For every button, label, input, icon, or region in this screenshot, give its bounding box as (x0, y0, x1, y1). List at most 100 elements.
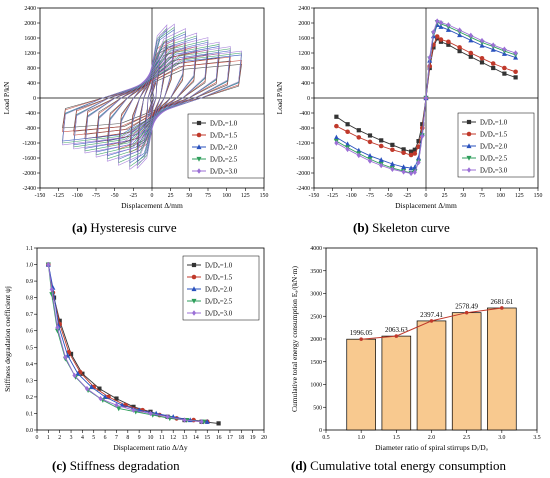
legend-b-label: Dᵢ/Dₒ=2.0 (480, 144, 508, 151)
x-tick-label-b: 125 (515, 193, 524, 199)
skeleton-point (416, 159, 421, 166)
y-tick-label-b: -2000 (296, 171, 310, 177)
legend-c-swatch-marker (191, 310, 197, 316)
x-tick-label-a: -50 (111, 193, 119, 199)
y-tick-label-a: -1200 (22, 141, 36, 147)
energy-bar (346, 338, 376, 431)
skeleton-point (479, 37, 485, 44)
legend-c-label: Dᵢ/Dₒ=2.0 (205, 287, 233, 294)
stiffness-point (116, 406, 122, 412)
x-tick-label-c: 14 (193, 435, 199, 441)
x-tick-label-c: 4 (81, 435, 84, 441)
stiffness-point (49, 292, 55, 298)
x-tick-label-a: -125 (53, 193, 64, 199)
skeleton-point (345, 146, 350, 153)
y-axis-label-b: Load P/kN (275, 81, 284, 114)
legend-b-label: Dᵢ/Dₒ=1.5 (480, 132, 508, 139)
skeleton-point (367, 139, 373, 145)
legend-c-swatch-marker (191, 298, 197, 304)
y-tick-label-a: -2400 (22, 186, 36, 192)
y-tick-label-b: 1200 (298, 51, 310, 57)
y-tick-label-a: -1600 (22, 156, 36, 162)
skeleton-point (356, 152, 361, 159)
energy-trend-point (359, 337, 363, 341)
skeleton-point (390, 166, 395, 172)
y-tick-label-c: 0.4 (26, 362, 33, 368)
y-tick-label-d: 1000 (310, 383, 322, 389)
x-tick-label-c: 8 (126, 435, 129, 441)
skeleton-point (412, 147, 417, 152)
energy-bar-value-label: 2578.49 (455, 303, 478, 311)
legend-c-label: Dᵢ/Dₒ=2.5 (205, 299, 233, 306)
y-tick-label-b: 1600 (298, 36, 310, 42)
x-tick-label-b: 100 (496, 193, 505, 199)
skeleton-point (408, 170, 414, 177)
hysteresis-loop (73, 56, 231, 136)
skeleton-point (490, 61, 496, 66)
y-tick-label-b: -1600 (296, 156, 310, 162)
skeleton-point (379, 138, 384, 143)
y-tick-label-c: 0.5 (26, 345, 33, 351)
x-tick-label-a: 75 (205, 193, 211, 199)
energy-bar-value-label: 2397.41 (420, 311, 443, 319)
stiffness-point (182, 417, 187, 423)
skeleton-point (334, 123, 339, 129)
stiffness-point (68, 351, 74, 356)
y-tick-label-a: -400 (25, 111, 36, 117)
x-tick-label-d: 0.5 (322, 435, 329, 441)
stiffness-point (199, 419, 204, 425)
x-tick-label-c: 1 (47, 435, 50, 441)
x-tick-label-b: 75 (479, 193, 485, 199)
y-tick-label-c: 0.7 (26, 312, 33, 318)
y-tick-label-c: 0.2 (26, 395, 33, 401)
x-tick-label-c: 13 (182, 435, 188, 441)
y-tick-label-d: 3000 (310, 292, 322, 298)
skeleton-point (345, 122, 350, 127)
y-tick-label-c: 1.1 (26, 246, 33, 252)
x-tick-label-b: 50 (460, 193, 466, 199)
y-tick-label-c: 0.3 (26, 378, 33, 384)
stiffness-point (72, 372, 77, 379)
stiffness-point (80, 371, 85, 376)
skeleton-point (367, 153, 373, 158)
hysteresis-loop (106, 32, 198, 162)
x-tick-label-c: 5 (92, 435, 95, 441)
y-tick-label-b: 800 (301, 66, 310, 72)
hysteresis-loop (62, 60, 242, 133)
x-tick-label-d: 2.0 (428, 435, 435, 441)
skeleton-point (401, 147, 406, 152)
y-axis-label-a: Load P/kN (2, 81, 11, 114)
legend-c-label: Dᵢ/Dₒ=3.0 (205, 311, 233, 318)
energy-bar-value-label: 1996.05 (350, 329, 373, 337)
skeleton-point (401, 164, 407, 170)
skeleton-point (334, 114, 339, 119)
y-tick-label-b: 400 (301, 81, 310, 87)
skeleton-point (502, 65, 507, 71)
caption-c: (c) Stiffness degradation (52, 458, 180, 473)
caption-a: (a) Hysteresis curve (72, 220, 177, 235)
x-tick-label-c: 2 (58, 435, 61, 441)
y-tick-label-b: 2000 (298, 21, 310, 27)
skeleton-point (389, 161, 395, 167)
hysteresis-loop (62, 50, 242, 146)
skeleton-point (408, 165, 414, 171)
energy-bar (381, 335, 412, 431)
y-tick-label-c: 0.6 (26, 329, 33, 335)
y-tick-label-b: 2400 (298, 6, 310, 12)
skeleton-point (513, 75, 518, 80)
y-tick-label-c: 0.8 (26, 296, 33, 302)
x-tick-label-c: 0 (36, 435, 39, 441)
y-tick-label-a: 0 (33, 96, 36, 102)
stiffness-point (131, 407, 136, 413)
skeleton-point (434, 34, 440, 39)
y-tick-label-c: 1.0 (26, 263, 33, 269)
energy-bar (487, 307, 517, 431)
y-tick-label-c: 0.0 (26, 428, 33, 434)
legend-a-label: Dᵢ/Dₒ=1.0 (210, 121, 238, 128)
y-tick-label-c: 0.1 (26, 411, 33, 417)
legend-a-label: Dᵢ/Dₒ=1.5 (210, 133, 238, 140)
hysteresis-loop (148, 77, 156, 118)
x-tick-label-d: 1.0 (358, 435, 365, 441)
x-tick-label-c: 15 (204, 435, 210, 441)
legend-a-label: Dᵢ/Dₒ=2.5 (210, 157, 238, 164)
